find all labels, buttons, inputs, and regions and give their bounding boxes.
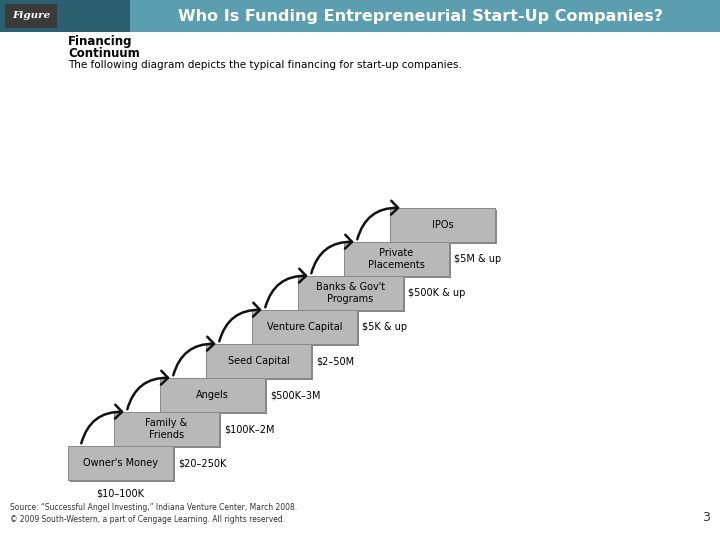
Bar	[300, 278, 405, 312]
Text: $2–50M: $2–50M	[316, 356, 354, 366]
Bar	[0, 0, 130, 32]
FancyArrowPatch shape	[174, 337, 214, 375]
Text: $20–250K: $20–250K	[178, 458, 226, 468]
Text: Source: “Successful Angel Investing,” Indiana Venture Center, March 2008.: Source: “Successful Angel Investing,” In…	[10, 503, 297, 512]
FancyArrowPatch shape	[81, 405, 122, 443]
Bar	[298, 276, 403, 310]
Bar	[114, 412, 219, 446]
Text: $5K & up: $5K & up	[362, 322, 407, 332]
Text: Angels: Angels	[196, 390, 229, 400]
Bar	[392, 210, 497, 244]
Bar	[68, 446, 173, 480]
Text: Private
Placements: Private Placements	[368, 248, 425, 270]
Bar	[0, 0, 720, 32]
Bar	[390, 208, 495, 242]
FancyArrowPatch shape	[311, 235, 352, 273]
Text: © 2009 South-Western, a part of Cengage Learning. All rights reserved.: © 2009 South-Western, a part of Cengage …	[10, 515, 285, 524]
Bar	[162, 380, 267, 414]
FancyArrowPatch shape	[265, 269, 306, 307]
Bar	[70, 448, 175, 482]
Bar	[5, 4, 57, 28]
Bar	[116, 414, 221, 448]
FancyArrowPatch shape	[357, 201, 398, 239]
Text: Banks & Gov't
Programs: Banks & Gov't Programs	[316, 282, 385, 304]
Text: $5M & up: $5M & up	[454, 254, 501, 264]
Text: The following diagram depicts the typical financing for start-up companies.: The following diagram depicts the typica…	[68, 60, 462, 70]
Text: 3: 3	[702, 511, 710, 524]
Bar	[252, 310, 357, 344]
Text: $500K & up: $500K & up	[408, 288, 465, 298]
Text: Seed Capital: Seed Capital	[228, 356, 289, 366]
Bar	[160, 378, 265, 412]
FancyArrowPatch shape	[220, 303, 260, 341]
Bar	[346, 244, 451, 278]
Text: Figure: Figure	[12, 11, 50, 21]
Text: Venture Capital: Venture Capital	[266, 322, 342, 332]
Text: $100K–2M: $100K–2M	[224, 424, 274, 434]
Text: Continuum: Continuum	[68, 47, 140, 60]
Bar	[208, 346, 313, 380]
Bar	[206, 344, 311, 378]
Text: IPOs: IPOs	[432, 220, 454, 230]
Text: $10–100K: $10–100K	[96, 488, 145, 498]
Text: Family &
Friends: Family & Friends	[145, 418, 188, 440]
Text: Financing: Financing	[68, 35, 132, 48]
Text: Who Is Funding Entrepreneurial Start-Up Companies?: Who Is Funding Entrepreneurial Start-Up …	[178, 9, 662, 24]
FancyArrowPatch shape	[127, 371, 168, 409]
Text: $500K–3M: $500K–3M	[270, 390, 320, 400]
Bar	[254, 312, 359, 346]
Text: Owner's Money: Owner's Money	[83, 458, 158, 468]
Bar	[344, 242, 449, 276]
